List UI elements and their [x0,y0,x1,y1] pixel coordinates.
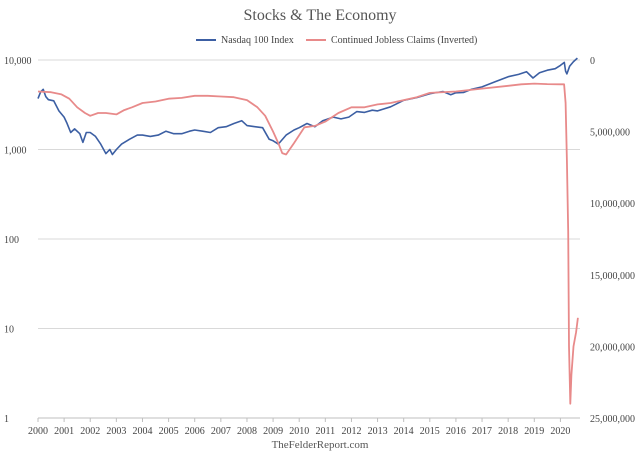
legend-label-nasdaq: Nasdaq 100 Index [221,35,294,46]
y-right-tick-label: 5,000,000 [590,128,630,139]
x-tick-label: 2019 [524,426,544,437]
chart-title: Stocks & The Economy [243,7,396,24]
y-left-tick-label: 1 [4,414,9,425]
x-tick-label: 2006 [185,426,205,437]
legend: Nasdaq 100 Index Continued Jobless Claim… [196,35,477,46]
footer-credit: TheFelderReport.com [272,439,369,451]
x-tick-label: 2012 [341,426,361,437]
y-left-tick-label: 10 [4,325,14,336]
x-tick-label: 2013 [368,426,388,437]
series-lines [37,57,579,405]
y-left-tick-label: 10,000 [4,56,32,67]
x-tick-label: 2016 [446,426,466,437]
y-right-tick-label: 25,000,000 [590,414,635,425]
x-tick-label: 2014 [394,426,414,437]
x-tick-label: 2007 [211,426,231,437]
x-tick-label: 2003 [106,426,126,437]
x-axis: 2000 2001 2002 2003 2004 2005 2006 2007 2008 2009… [28,417,580,437]
nasdaq-100-line [37,57,578,156]
y-right-tick-label: 0 [590,56,595,67]
x-tick-label: 2002 [80,426,100,437]
left-axis: 10,000 1,000 100 10 1 [4,56,32,425]
x-tick-label: 2004 [132,426,152,437]
x-tick-label: 2018 [498,426,518,437]
y-right-tick-label: 20,000,000 [590,342,635,353]
x-tick-label: 2010 [289,426,309,437]
x-tick-label: 2017 [472,426,492,437]
x-tick-label: 2020 [550,426,570,437]
x-tick-label: 2008 [237,426,257,437]
right-axis: 0 5,000,000 10,000,000 15,000,000 20,000,000… [590,56,635,425]
x-tick-label: 2001 [54,426,74,437]
legend-label-jobless: Continued Jobless Claims (Inverted) [331,35,477,46]
x-tick-label: 2009 [263,426,283,437]
x-tick-label: 2015 [420,426,440,437]
jobless-claims-line [37,82,579,405]
y-left-tick-label: 1,000 [4,146,27,157]
y-left-tick-label: 100 [4,235,19,246]
x-tick-label: 2005 [159,426,179,437]
x-tick-label: 2011 [316,426,336,437]
y-right-tick-label: 10,000,000 [590,199,635,210]
x-tick-label: 2000 [28,426,48,437]
y-right-tick-label: 15,000,000 [590,271,635,282]
